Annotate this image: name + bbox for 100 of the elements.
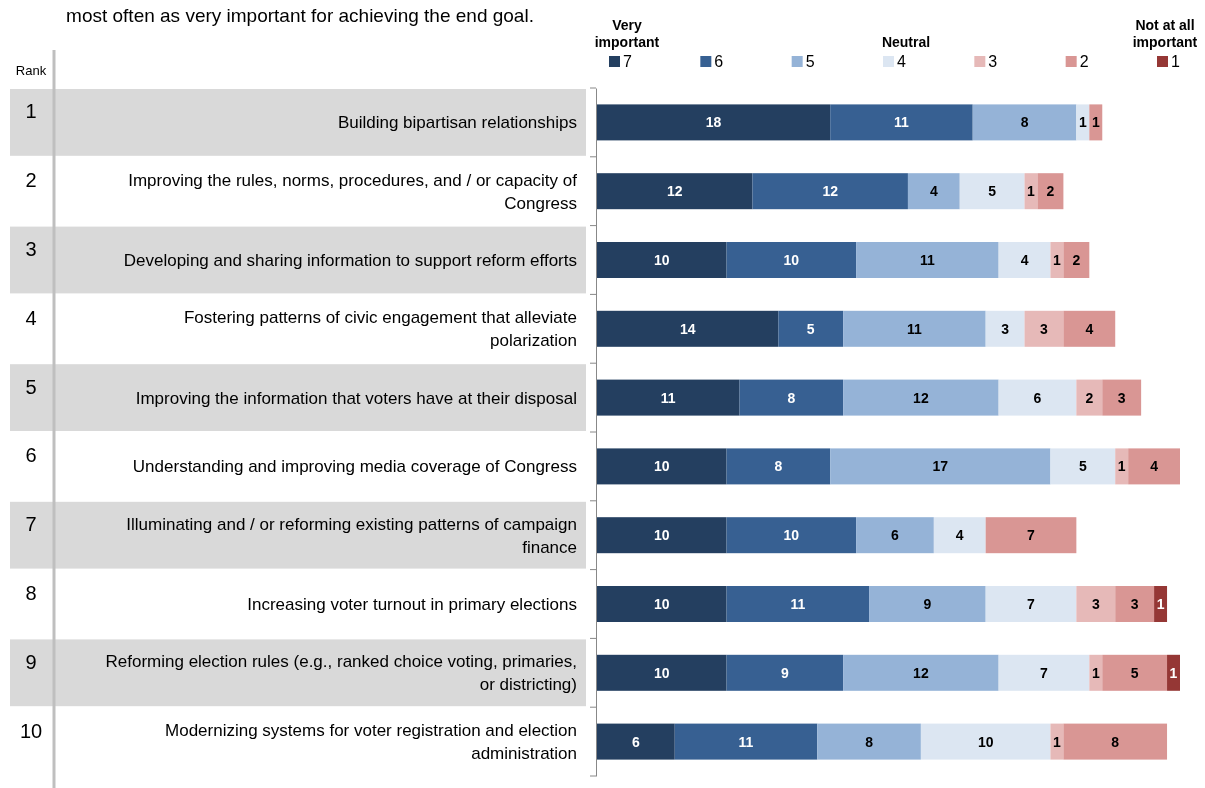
- bar: [726, 586, 870, 622]
- bar: [1167, 654, 1180, 691]
- bar: [843, 654, 999, 691]
- bar: [985, 517, 1077, 554]
- bar: [856, 242, 999, 278]
- bar: [920, 723, 1051, 760]
- data-label: 10: [653, 458, 670, 475]
- y-axis-title: Rank: [15, 63, 47, 78]
- text: 9: [25, 650, 37, 673]
- bar: [1037, 173, 1064, 210]
- data-label: 1: [1053, 252, 1062, 268]
- data-label: 8: [865, 733, 874, 750]
- bar: [907, 173, 960, 210]
- legend-label: 2: [1079, 53, 1089, 70]
- text: Not at all important: [1132, 17, 1198, 50]
- bar: [985, 310, 1025, 347]
- bar: [998, 379, 1077, 416]
- text: most often as very important for achieving the end goal.: [66, 5, 534, 26]
- data-label: 14: [679, 320, 696, 337]
- data-label: 3: [1130, 596, 1139, 612]
- data-label: 2: [1046, 183, 1055, 200]
- bar: [597, 310, 779, 347]
- bar: [597, 586, 727, 622]
- data-label: 1: [1078, 114, 1087, 131]
- text: 4: [25, 306, 37, 329]
- bar: [1063, 242, 1090, 278]
- data-label: 7: [1027, 596, 1036, 612]
- data-label: 10: [977, 733, 994, 750]
- data-label: 6: [891, 527, 900, 544]
- bar: [597, 173, 753, 210]
- bar: [1076, 104, 1090, 141]
- bar: [726, 242, 857, 278]
- bar: [998, 654, 1090, 691]
- data-label: 11: [738, 733, 754, 750]
- bar: [674, 723, 818, 760]
- bar: [843, 379, 999, 416]
- bar: [726, 654, 844, 691]
- legend-label: 1: [1171, 53, 1180, 70]
- data-label: 5: [1130, 664, 1139, 681]
- bar: [778, 310, 844, 347]
- bar: [1102, 654, 1168, 691]
- bar: [998, 242, 1051, 278]
- data-label: 1: [1169, 664, 1178, 681]
- data-label: 5: [806, 320, 815, 337]
- data-label: 3: [1001, 320, 1010, 337]
- bar: [1063, 310, 1116, 347]
- data-label: 1: [1156, 596, 1165, 612]
- text: 1: [25, 100, 37, 123]
- y-tick-label: Reforming election rules (e.g., ranked choice voting, primaries, or districting): [105, 652, 577, 695]
- bar: [830, 104, 973, 141]
- y-tick-label: Increasing voter turnout in primary elections: [247, 595, 577, 614]
- text: 5: [25, 375, 37, 398]
- bar: [1115, 586, 1155, 622]
- bar: [726, 517, 857, 554]
- data-label: 6: [631, 733, 640, 750]
- bar: [597, 654, 727, 691]
- data-label: 4: [929, 183, 938, 200]
- data-label: 5: [988, 183, 997, 200]
- bar: [739, 379, 844, 416]
- bar: [817, 723, 921, 760]
- bar: [1076, 586, 1116, 622]
- bar: [1063, 723, 1168, 760]
- data-label: 4: [1020, 252, 1029, 268]
- data-label: 1: [1117, 458, 1126, 475]
- data-label: 4: [955, 527, 964, 544]
- bar: [597, 104, 831, 141]
- data-label: 4: [1150, 458, 1159, 475]
- bar: [843, 310, 986, 347]
- text: 7: [25, 513, 37, 536]
- data-label: 11: [790, 596, 806, 612]
- data-label: 7: [1040, 664, 1049, 681]
- data-label: 10: [653, 252, 670, 268]
- data-label: 11: [919, 252, 935, 268]
- bar: [726, 448, 831, 485]
- data-label: 5: [1078, 458, 1087, 475]
- bar: [1050, 723, 1064, 760]
- legend-label: 7: [623, 53, 632, 70]
- data-label: 1: [1027, 183, 1036, 200]
- data-label: 12: [666, 183, 683, 200]
- data-label: 12: [913, 664, 929, 681]
- data-label: 2: [1085, 389, 1094, 406]
- text: 3: [25, 238, 37, 260]
- bar: [933, 517, 986, 554]
- data-label: 10: [653, 596, 670, 612]
- bar: [1128, 448, 1180, 485]
- data-label: 9: [780, 664, 789, 681]
- y-tick-label: Illuminating and / or reforming existing patterns of campaign finance: [126, 514, 577, 557]
- bar: [597, 723, 675, 760]
- text: 10: [19, 719, 43, 742]
- data-label: 1: [1091, 114, 1100, 131]
- data-label: 17: [932, 458, 949, 475]
- data-label: 7: [1027, 527, 1036, 544]
- legend-label: 5: [805, 53, 815, 70]
- bar: [597, 379, 740, 416]
- bar: [1076, 379, 1103, 416]
- bar: [972, 104, 1077, 141]
- text: Very important: [594, 17, 660, 50]
- data-label: 11: [907, 320, 923, 337]
- text: 8: [25, 582, 37, 604]
- text: 2: [25, 169, 37, 192]
